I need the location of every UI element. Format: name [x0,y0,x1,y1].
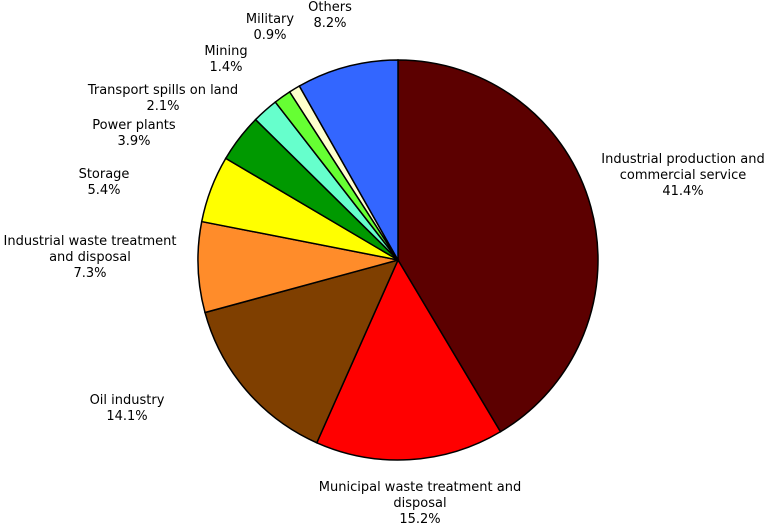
category-label: Municipal waste treatment and disposal [318,480,522,511]
pie-slice [298,59,399,263]
value-label: 2.1% [146,99,180,114]
category-label: Mining [204,44,248,59]
category-label: Power plants [92,118,176,133]
slice-label: Industrial waste treatment and disposal 7… [0,234,185,282]
value-label: 7.3% [73,266,107,281]
value-label: 0.9% [253,28,287,43]
value-label: 1.4% [209,60,243,75]
category-label: Transport spills on land [87,83,239,98]
slice-label: Power plants 3.9% [74,118,194,150]
pie-slice [397,59,599,433]
slice-label: Others 8.2% [290,0,370,32]
slice-label: Mining 1.4% [186,44,266,76]
slice-label: Storage 5.4% [54,167,154,199]
pie-slice [204,258,400,444]
slice-label: Industrial production and commercial ser… [588,152,768,200]
slice-label: Transport spills on land 2.1% [78,83,248,115]
category-label: Oil industry [89,393,165,408]
value-label: 5.4% [87,183,121,198]
pie-slice [315,258,502,461]
slice-label: Municipal waste treatment and disposal 15… [315,480,525,528]
category-label: Others [308,0,352,15]
slice-label: Military 0.9% [230,12,310,44]
value-label: 3.9% [117,134,151,149]
category-label: Industrial production and commercial ser… [601,152,765,183]
value-label: 8.2% [313,16,347,31]
category-label: Industrial waste treatment and disposal [3,234,177,265]
slice-label: Oil industry 14.1% [67,393,187,425]
value-label: 41.4% [662,184,704,199]
category-label: Military [245,12,295,27]
value-label: 15.2% [399,512,441,527]
value-label: 14.1% [106,409,148,424]
category-label: Storage [78,167,130,182]
